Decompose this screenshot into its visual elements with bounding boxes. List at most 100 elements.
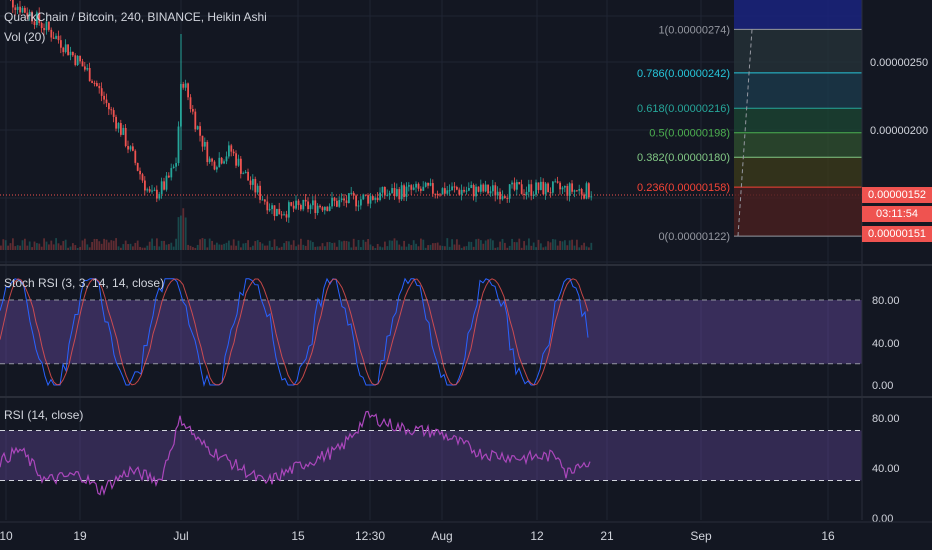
volume-bar: [220, 244, 223, 250]
candle-body: [523, 193, 525, 195]
volume-bar: [38, 243, 41, 250]
candle-body: [124, 127, 127, 147]
volume-bar: [271, 247, 273, 250]
volume-bar: [480, 240, 482, 250]
volume-bar: [561, 241, 564, 250]
candle-body: [355, 195, 357, 207]
candle-body: [278, 208, 281, 215]
candle-body: [232, 151, 235, 154]
volume-bar: [568, 240, 571, 250]
volume-bar: [331, 242, 333, 250]
candle-body: [230, 145, 233, 152]
candle-body: [499, 191, 501, 200]
fib-level-label: 0(0.00000122): [658, 231, 730, 243]
candle-body: [391, 188, 393, 194]
candle-body: [153, 189, 156, 191]
candle-body: [460, 189, 463, 195]
candle-body: [398, 189, 401, 200]
volume-bar: [12, 238, 14, 250]
candle-body: [372, 196, 374, 200]
volume-bar: [177, 217, 180, 250]
volume-bar: [362, 239, 365, 250]
volume-bar: [398, 244, 401, 250]
candle-body: [506, 197, 509, 199]
candle-body: [340, 198, 343, 201]
volume-bar: [168, 244, 170, 250]
volume-bar: [235, 245, 237, 250]
volume-bar: [105, 239, 108, 250]
candle-body: [192, 109, 194, 112]
volume-bar: [64, 239, 67, 250]
volume-bar: [350, 247, 353, 250]
price-tick-label: 0.00000200: [870, 125, 928, 137]
volume-bar: [28, 241, 31, 250]
volume-bar: [230, 245, 233, 250]
candle-body: [189, 97, 192, 110]
candle-body: [314, 200, 317, 214]
candle-body: [223, 161, 225, 164]
volume-bar: [249, 247, 252, 250]
candle-body: [218, 157, 221, 168]
time-tick-label: 16: [821, 529, 835, 543]
candle-body: [381, 186, 384, 193]
volume-bar: [379, 246, 381, 250]
volume-bar: [194, 247, 197, 250]
volume-bar: [324, 246, 326, 250]
candle-body: [26, 12, 29, 17]
volume-bar: [484, 240, 487, 250]
volume-bar: [21, 240, 24, 250]
candle-body: [489, 191, 492, 194]
volume-bar: [223, 243, 225, 250]
candle-body: [276, 208, 278, 217]
price-tick-label: 0.00000250: [870, 57, 928, 69]
candle-body: [201, 135, 204, 147]
volume-bar: [156, 238, 158, 250]
candle-body: [338, 200, 341, 207]
candle-body: [242, 173, 245, 175]
volume-bar: [528, 238, 530, 250]
stoch-rsi-pane: [0, 277, 862, 387]
candle-body: [400, 185, 403, 200]
fib-retracement[interactable]: 1(0.00000274) 0.786(0.00000242) 0.618(0.00…: [637, 0, 862, 243]
volume-bar: [213, 244, 216, 250]
volume-bar: [468, 241, 470, 250]
candle-body: [141, 174, 144, 181]
candle-body: [213, 161, 216, 170]
volume-bar: [40, 246, 43, 250]
candle-body: [196, 126, 199, 130]
volume-bar: [360, 247, 362, 250]
candle-body: [554, 181, 557, 183]
candle-body: [252, 178, 254, 185]
volume-bar: [151, 238, 153, 250]
volume-bar: [453, 244, 456, 250]
volume-bar: [410, 245, 413, 250]
candle-body: [297, 200, 300, 206]
volume-bar: [583, 242, 585, 250]
current-price-badge: 0.00000152: [862, 187, 932, 203]
candle-body: [542, 181, 545, 195]
candle-body: [244, 171, 247, 174]
volume-bar: [216, 242, 218, 250]
candle-body: [268, 209, 271, 211]
volume-bar: [96, 239, 98, 250]
volume-bar: [273, 239, 276, 250]
volume-bar: [496, 247, 499, 250]
volume-bar: [348, 241, 350, 250]
volume-bar: [386, 246, 389, 250]
volume-bar: [403, 240, 405, 250]
candle-body: [168, 175, 170, 178]
candle-body: [321, 207, 324, 211]
candle-body: [14, 7, 17, 10]
candle-body: [208, 158, 211, 163]
volume-bar: [578, 247, 581, 250]
time-tick-label: 12:30: [355, 529, 385, 543]
candle-body: [144, 180, 146, 191]
volume-bar: [408, 243, 410, 250]
candle-body: [288, 202, 290, 218]
volume-bar: [45, 241, 48, 250]
candle-body: [504, 196, 506, 198]
volume-bar: [98, 241, 101, 250]
volume-bar: [319, 246, 321, 250]
